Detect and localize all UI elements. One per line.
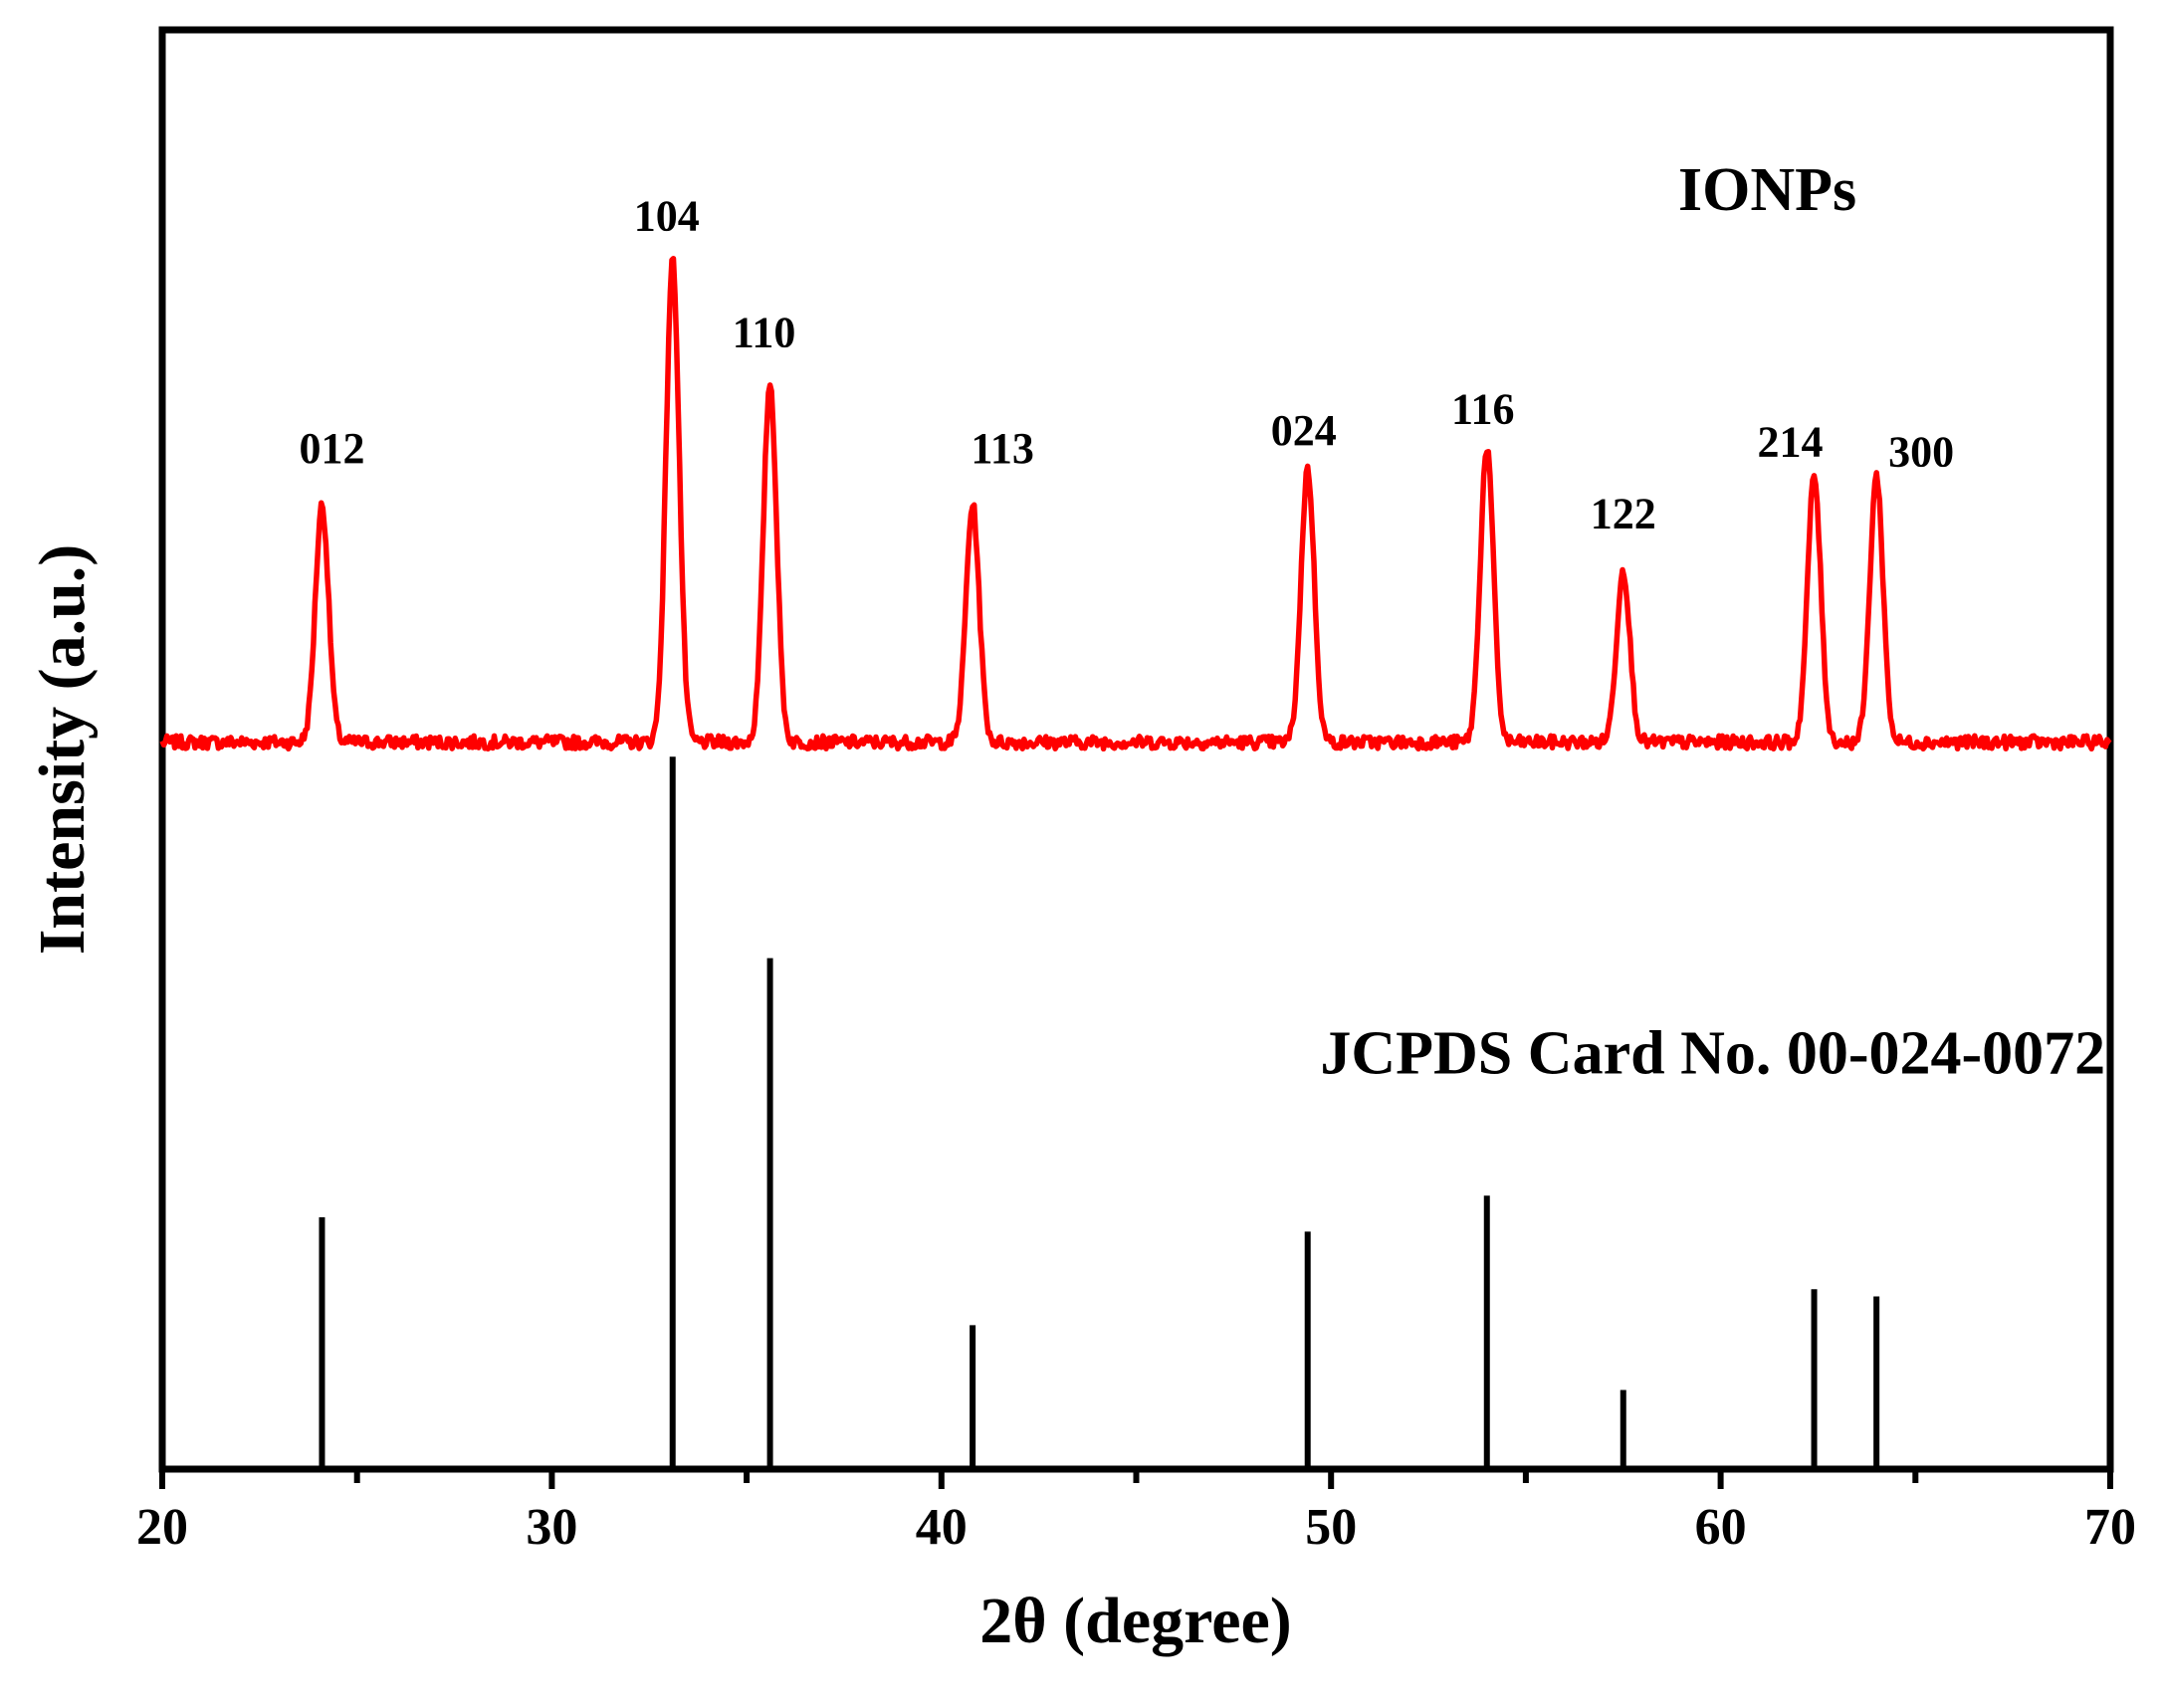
x-tick-label: 50 bbox=[1305, 1499, 1357, 1556]
x-tick-label: 30 bbox=[526, 1499, 577, 1556]
peak-label: 110 bbox=[733, 308, 796, 356]
peak-label: 024 bbox=[1271, 406, 1337, 455]
x-axis-ticks bbox=[159, 1469, 2113, 1489]
peak-label: 113 bbox=[971, 424, 1034, 473]
series-line-ionps bbox=[159, 255, 2112, 752]
x-tick-label: 40 bbox=[916, 1499, 968, 1556]
x-tick-label: 70 bbox=[2084, 1499, 2136, 1556]
x-axis-tick-labels: 20 30 40 50 60 70 bbox=[136, 1499, 2136, 1556]
series-annotation: JCPDS Card No. 00-024-0072 bbox=[1320, 1019, 2105, 1087]
x-tick-label: 60 bbox=[1695, 1499, 1747, 1556]
peak-labels: 012 104 110 113 024 116 122 214 300 bbox=[299, 191, 1954, 537]
peak-label: 012 bbox=[299, 424, 364, 473]
reference-sticks bbox=[319, 756, 1880, 1469]
peak-label: 116 bbox=[1451, 384, 1515, 433]
x-axis-title: 2θ (degree) bbox=[979, 1585, 1292, 1657]
peak-label: 104 bbox=[634, 191, 700, 240]
y-axis-title: Intensity (a.u.) bbox=[26, 544, 99, 956]
peak-label: 300 bbox=[1888, 427, 1954, 476]
peak-label: 122 bbox=[1591, 489, 1656, 537]
x-tick-label: 20 bbox=[136, 1499, 188, 1556]
series-annotations: IONPs JCPDS Card No. 00-024-0072 bbox=[1320, 156, 2105, 1088]
series-annotation: IONPs bbox=[1678, 156, 1856, 224]
peak-label: 214 bbox=[1758, 417, 1824, 466]
